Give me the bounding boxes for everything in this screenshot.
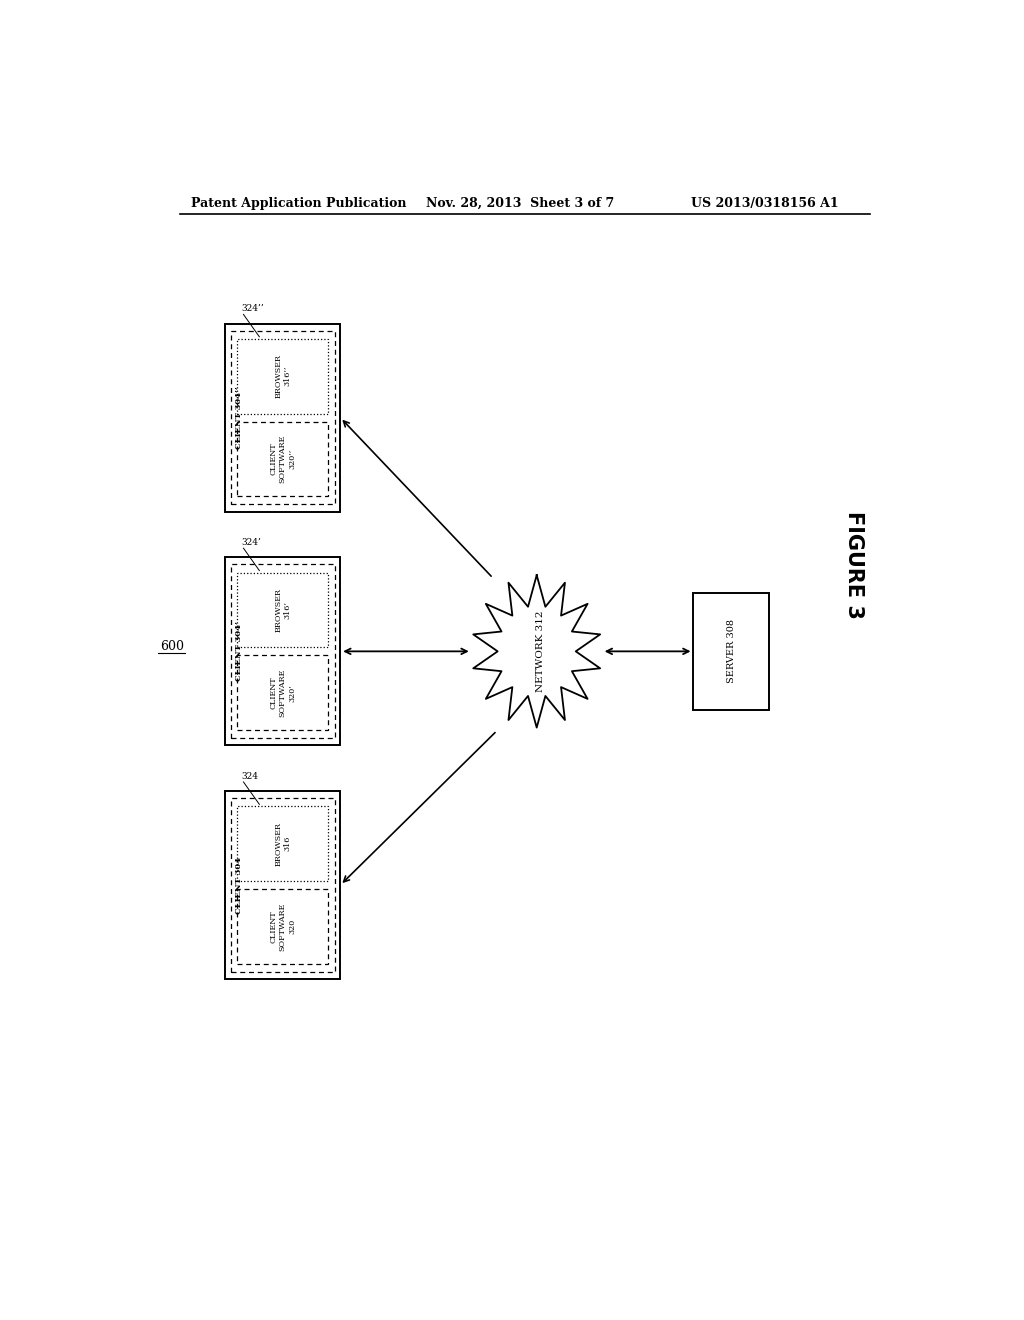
Text: CLIENT 304: CLIENT 304 bbox=[234, 857, 243, 913]
Bar bbox=[230, 799, 335, 972]
Bar bbox=[238, 890, 329, 964]
Bar bbox=[238, 807, 329, 880]
Text: BROWSER
316’’: BROWSER 316’’ bbox=[274, 354, 292, 399]
Bar bbox=[238, 421, 329, 496]
Text: 324’: 324’ bbox=[241, 539, 261, 548]
Text: 600: 600 bbox=[160, 640, 183, 653]
Text: Nov. 28, 2013  Sheet 3 of 7: Nov. 28, 2013 Sheet 3 of 7 bbox=[426, 197, 613, 210]
Text: BROWSER
316: BROWSER 316 bbox=[274, 822, 292, 866]
Bar bbox=[693, 593, 769, 710]
Bar bbox=[230, 565, 335, 738]
Text: US 2013/0318156 A1: US 2013/0318156 A1 bbox=[691, 197, 839, 210]
Bar bbox=[225, 791, 340, 979]
Text: BROWSER
316’: BROWSER 316’ bbox=[274, 587, 292, 632]
Text: NETWORK 312: NETWORK 312 bbox=[537, 611, 545, 692]
Bar bbox=[238, 339, 329, 413]
Bar bbox=[238, 656, 329, 730]
Text: CLIENT
SOFTWARE
320: CLIENT SOFTWARE 320 bbox=[269, 903, 296, 950]
Bar bbox=[225, 323, 340, 512]
Bar bbox=[225, 557, 340, 746]
Text: FIGURE 3: FIGURE 3 bbox=[844, 511, 864, 619]
Text: 324’’: 324’’ bbox=[241, 305, 264, 313]
Text: CLIENT
SOFTWARE
320’: CLIENT SOFTWARE 320’ bbox=[269, 669, 296, 717]
Text: CLIENT 304’: CLIENT 304’ bbox=[234, 622, 243, 681]
Text: CLIENT
SOFTWARE
320’’: CLIENT SOFTWARE 320’’ bbox=[269, 434, 296, 483]
Text: CLIENT 304’’: CLIENT 304’’ bbox=[234, 387, 243, 449]
Text: SERVER 308: SERVER 308 bbox=[727, 619, 735, 684]
Bar bbox=[238, 573, 329, 647]
Bar bbox=[230, 331, 335, 504]
Text: 324: 324 bbox=[241, 772, 258, 781]
Text: Patent Application Publication: Patent Application Publication bbox=[191, 197, 407, 210]
Polygon shape bbox=[473, 576, 600, 727]
